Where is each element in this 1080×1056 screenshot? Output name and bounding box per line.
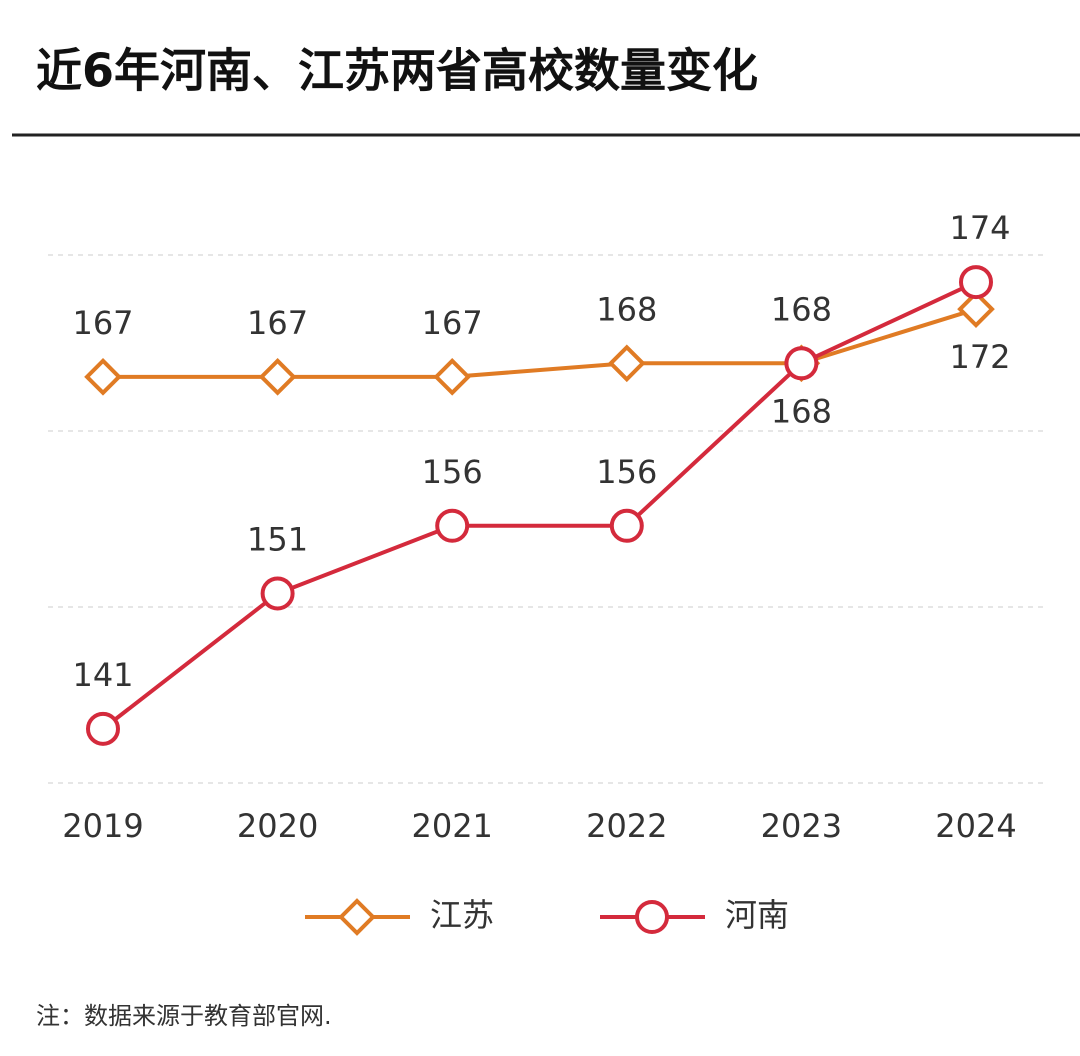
legend-label: 河南 — [725, 896, 789, 934]
chart-title: 近6年河南、江苏两省高校数量变化 — [36, 44, 758, 98]
note: 注：数据来源于教育部官网. — [36, 1002, 332, 1030]
x-tick-label: 2022 — [586, 807, 667, 845]
data-label: 168 — [596, 290, 657, 328]
point — [84, 358, 122, 396]
data-label: 168 — [771, 392, 832, 430]
point — [957, 290, 995, 328]
point — [260, 576, 295, 611]
data-label: 141 — [72, 656, 133, 694]
data-label: 151 — [247, 520, 308, 558]
point — [607, 344, 646, 383]
point — [258, 358, 297, 396]
point — [609, 508, 644, 543]
data-label: 156 — [422, 453, 483, 491]
point — [784, 346, 819, 381]
x-tick-label: 2021 — [411, 807, 492, 845]
point — [338, 898, 376, 936]
line — [103, 307, 977, 379]
x-tick-label: 2019 — [62, 807, 143, 845]
point — [86, 711, 120, 746]
point — [959, 265, 993, 300]
line — [101, 280, 977, 731]
x-tick-label: 2024 — [935, 807, 1016, 845]
data-label: 172 — [949, 338, 1010, 376]
data-label: 168 — [771, 290, 832, 328]
data-label: 167 — [422, 304, 483, 342]
x-tick-label: 2023 — [761, 807, 842, 845]
x-tick-label: 2020 — [237, 807, 318, 845]
point — [635, 900, 669, 934]
data-label: 167 — [72, 304, 133, 342]
data-label: 156 — [596, 453, 657, 491]
point — [433, 358, 472, 396]
data-label: 174 — [949, 209, 1010, 247]
point — [435, 508, 470, 543]
data-label: 167 — [247, 304, 308, 342]
legend-label: 江苏 — [430, 896, 494, 934]
